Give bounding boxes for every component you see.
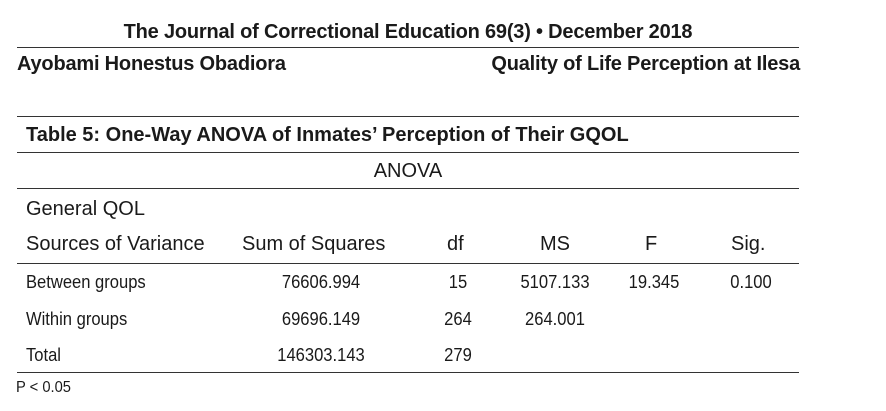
header-ms: MS: [540, 233, 570, 255]
running-title: Quality of Life Perception at Ilesa: [491, 53, 800, 75]
header-rule: [17, 47, 799, 48]
journal-header: The Journal of Correctional Education 69…: [123, 21, 693, 43]
row-df: 279: [444, 345, 472, 365]
header-df: df: [447, 233, 464, 255]
header-sources-of-variance: Sources of Variance: [26, 233, 205, 255]
anova-rule: [17, 188, 799, 189]
author-name: Ayobami Honestus Obadiora: [17, 53, 286, 75]
table-note: P < 0.05: [16, 379, 71, 396]
row-source: Between groups: [26, 272, 146, 292]
row-source: Within groups: [26, 309, 128, 329]
row-sum-of-squares: 69696.149: [281, 309, 361, 329]
row-sig: 0.100: [730, 272, 772, 292]
row-df: 264: [444, 309, 472, 329]
table-top-rule: [17, 116, 799, 117]
table-caption: Table 5: One-Way ANOVA of Inmates’ Perce…: [26, 124, 629, 146]
dependent-variable-label: General QOL: [26, 198, 145, 220]
header-bottom-rule: [17, 263, 799, 264]
row-ms: 5107.133: [520, 272, 590, 292]
row-df: 15: [448, 272, 468, 292]
header-sig: Sig.: [731, 233, 766, 255]
header-sum-of-squares: Sum of Squares: [242, 233, 386, 255]
row-sum-of-squares: 146303.143: [277, 345, 365, 365]
row-source: Total: [26, 345, 61, 365]
table-bottom-rule: [17, 372, 799, 373]
anova-label: ANOVA: [373, 160, 443, 182]
row-sum-of-squares: 76606.994: [281, 272, 361, 292]
row-ms: 264.001: [525, 309, 585, 329]
caption-rule: [17, 152, 799, 153]
row-f: 19.345: [628, 272, 680, 292]
header-f: F: [645, 233, 658, 255]
